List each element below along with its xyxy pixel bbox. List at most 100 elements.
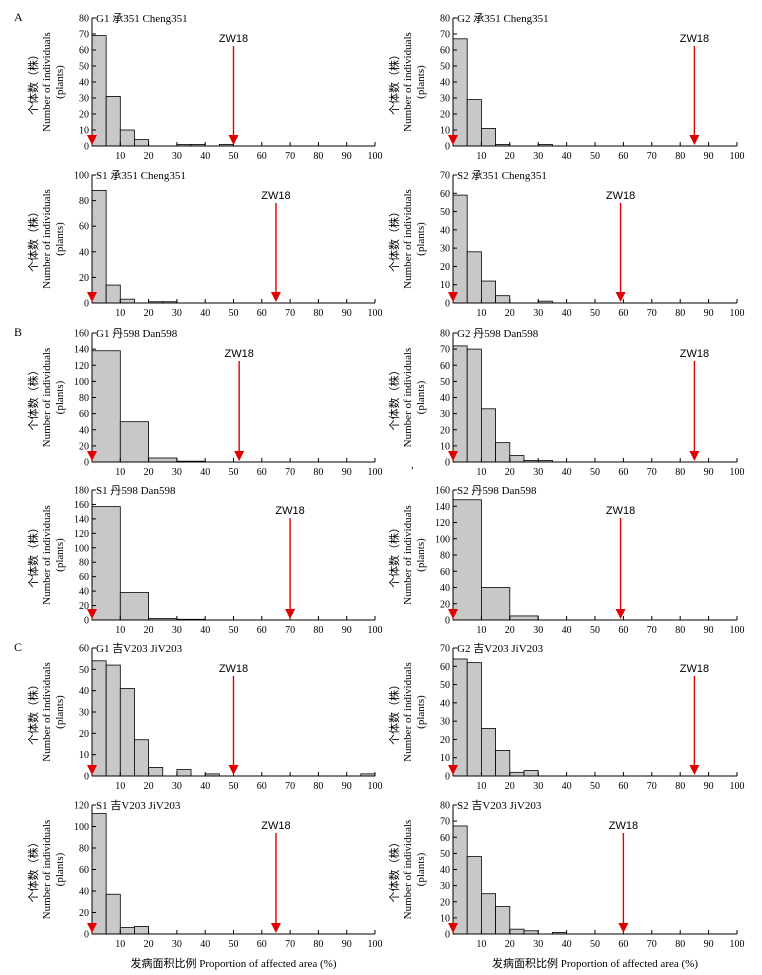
y-tick-label: 80: [440, 801, 450, 812]
y-tick-label: 160: [74, 500, 89, 511]
histogram-bar: [134, 926, 149, 935]
origin-arrow-head: [448, 609, 458, 619]
y-tick-label: 70: [440, 345, 450, 356]
x-tick-label: 40: [562, 625, 572, 636]
y-axis-label: 个体数（株）: [26, 679, 40, 745]
y-tick-label: 60: [440, 833, 450, 844]
x-tick-label: 10: [476, 625, 486, 636]
y-tick-label: 10: [440, 913, 450, 924]
marker-label: ZW18: [680, 33, 709, 45]
y-tick-label: 50: [440, 207, 450, 218]
x-tick-label: 20: [505, 308, 515, 319]
y-axis-label: (plants): [54, 65, 66, 99]
y-tick-label: 100: [74, 822, 89, 833]
y-axis-label: Number of individuals: [402, 820, 414, 920]
x-tick-label: 10: [115, 308, 125, 319]
panel-title: S2 承351 Cheng351: [457, 169, 547, 182]
section-label: C: [14, 640, 22, 654]
histogram-bar: [91, 506, 121, 621]
y-tick-label: 80: [440, 551, 450, 562]
histogram-bar: [148, 767, 164, 777]
y-tick-label: 0: [445, 616, 450, 627]
y-tick-label: 50: [440, 62, 450, 73]
x-tick-label: 40: [200, 625, 210, 636]
histogram-bar: [134, 139, 149, 147]
y-tick-label: 10: [440, 126, 450, 137]
x-tick-label: 20: [505, 467, 515, 478]
x-tick-label: 50: [590, 625, 600, 636]
y-tick-label: 70: [440, 171, 450, 182]
x-tick-label: 10: [476, 781, 486, 792]
histogram-bar: [480, 893, 496, 935]
panel-title: G2 丹598 Dan598: [457, 328, 539, 340]
x-axis-title-1: 发病面积比例 Proportion of affected area (%): [131, 956, 337, 970]
y-tick-label: 10: [440, 441, 450, 452]
histogram-bar: [119, 129, 135, 147]
x-tick-label: 80: [313, 781, 323, 792]
histogram-bar: [495, 295, 511, 304]
x-tick-label: 100: [368, 625, 383, 636]
origin-arrow-head: [87, 292, 97, 302]
y-tick-label: 100: [74, 543, 89, 554]
y-tick-label: 40: [440, 225, 450, 236]
y-tick-label: 40: [440, 865, 450, 876]
x-tick-label: 30: [533, 151, 543, 162]
y-tick-label: 60: [79, 409, 89, 420]
marker-label: ZW18: [680, 663, 709, 675]
x-tick-label: 10: [476, 939, 486, 950]
y-tick-label: 50: [440, 680, 450, 691]
y-tick-label: 0: [445, 772, 450, 783]
y-tick-label: 40: [79, 425, 89, 436]
panel-12: 0 10 20 30 40 50 60 70 80 10 20 30 40 50 60 70 80 90 100 S2…: [387, 799, 745, 950]
histogram-bar: [480, 408, 496, 463]
x-tick-label: 90: [704, 467, 714, 478]
y-tick-label: 120: [74, 361, 89, 372]
histogram-bar: [119, 688, 135, 777]
x-tick-label: 40: [562, 308, 572, 319]
y-axis-label: 个体数（株）: [387, 837, 401, 903]
marker-label: ZW18: [606, 190, 635, 202]
histogram-bar: [105, 284, 121, 304]
x-tick-label: 90: [704, 781, 714, 792]
x-tick-label: 70: [647, 625, 657, 636]
origin-arrow-head: [448, 135, 458, 145]
marker-label: ZW18: [606, 505, 635, 517]
y-tick-label: 80: [79, 196, 89, 207]
histogram-bar: [466, 856, 482, 935]
x-tick-label: 20: [505, 781, 515, 792]
x-tick-label: 100: [368, 781, 383, 792]
x-tick-label: 70: [285, 151, 295, 162]
x-tick-label: 30: [172, 308, 182, 319]
marker-label: ZW18: [609, 820, 638, 832]
x-tick-label: 80: [675, 939, 685, 950]
y-tick-label: 20: [440, 425, 450, 436]
y-axis-label: Number of individuals: [41, 32, 53, 132]
histogram-bar: [91, 813, 107, 935]
y-axis-label: (plants): [54, 380, 66, 414]
marker-arrow-head: [615, 292, 626, 302]
marker-label: ZW18: [219, 33, 248, 45]
panel-3: 0 20 40 60 80 100 10 20 30 40 50 60 70 80 90 100 S1 承351…: [26, 169, 383, 319]
x-tick-label: 50: [590, 151, 600, 162]
y-axis-label: (plants): [415, 380, 427, 414]
x-tick-label: 100: [730, 308, 745, 319]
x-tick-label: 30: [172, 939, 182, 950]
panel-5: 0 20 40 60 80 100 120 140 160 10 20 30 40 50 60 70 80 90 1…: [14, 325, 383, 478]
histogram-bar: [495, 442, 511, 463]
x-tick-label: 80: [313, 625, 323, 636]
x-tick-label: 10: [115, 625, 125, 636]
y-tick-label: 80: [79, 393, 89, 404]
histogram-bar: [509, 615, 539, 621]
marker-label: ZW18: [261, 190, 290, 202]
histogram-bar: [509, 928, 525, 935]
panel-7: 0 20 40 60 80 100 120 140 160 180 10 20 30 40 50 60 70 80…: [26, 485, 383, 636]
x-tick-label: 40: [200, 308, 210, 319]
y-axis-label: 个体数（株）: [387, 679, 401, 745]
x-tick-label: 100: [730, 625, 745, 636]
y-tick-label: 20: [79, 273, 89, 284]
y-tick-label: 20: [440, 735, 450, 746]
x-tick-label: 50: [590, 467, 600, 478]
y-tick-label: 20: [79, 441, 89, 452]
y-tick-label: 0: [84, 616, 89, 627]
